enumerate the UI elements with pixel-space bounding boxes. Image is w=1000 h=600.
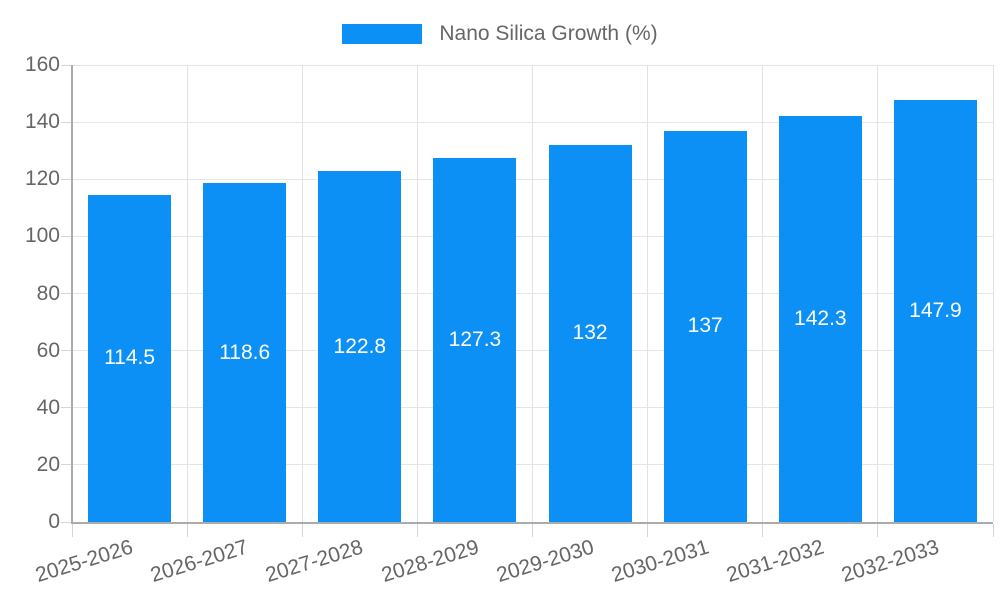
bar-value-label: 127.3: [448, 328, 502, 352]
y-tick-mark: [61, 464, 72, 466]
x-axis-line: [72, 522, 993, 524]
y-axis-tick-label: 20: [36, 452, 60, 476]
x-gridline: [992, 65, 994, 522]
bar[interactable]: [88, 194, 172, 522]
x-axis-tick-label: 2029-2030: [493, 535, 597, 587]
x-axis-tick-label: 2030-2031: [608, 535, 712, 587]
bar[interactable]: [893, 99, 977, 522]
x-tick-mark: [301, 524, 303, 537]
x-gridline: [416, 65, 418, 522]
bar-value-label: 114.5: [104, 346, 156, 370]
bar-value-label: 118.6: [219, 340, 271, 364]
y-tick-mark: [61, 407, 72, 409]
legend-label: Nano Silica Growth (%): [439, 22, 658, 45]
bar-value-label: 122.8: [333, 334, 387, 358]
y-tick-mark: [61, 293, 72, 294]
bar[interactable]: [548, 144, 632, 522]
x-tick-mark: [762, 524, 764, 537]
x-tick-mark: [186, 524, 188, 537]
bar[interactable]: [778, 115, 862, 522]
x-gridline: [877, 65, 879, 522]
bar-value-label: 132: [572, 321, 608, 345]
y-tick-mark: [61, 121, 72, 123]
x-axis-tick-label: 2031-2032: [723, 535, 827, 587]
bar-value-label: 147.9: [909, 298, 962, 322]
x-tick-mark: [877, 524, 879, 537]
y-axis-tick-label: 100: [24, 224, 60, 248]
y-axis-line: [71, 65, 73, 524]
x-gridline: [762, 65, 764, 522]
y-tick-mark: [61, 350, 72, 352]
x-axis-tick-label: 2027-2028: [263, 535, 367, 587]
y-axis-tick-label: 80: [36, 281, 60, 305]
y-tick-mark: [61, 64, 72, 66]
bar[interactable]: [203, 183, 287, 522]
x-axis-tick-label: 2028-2029: [378, 535, 482, 587]
y-axis-tick-label: 140: [24, 110, 60, 134]
bar[interactable]: [433, 158, 517, 522]
x-gridline: [301, 65, 303, 522]
bar-value-label: 142.3: [794, 306, 847, 330]
x-axis-tick-label: 2032-2033: [838, 535, 942, 587]
y-axis-tick-label: 40: [36, 395, 60, 419]
legend-swatch-icon: [342, 24, 423, 44]
x-axis-tick-label: 2025-2026: [33, 535, 136, 587]
bar[interactable]: [318, 171, 402, 522]
bar-value-label: 137: [687, 314, 723, 338]
y-tick-mark: [61, 178, 72, 180]
y-axis-tick-label: 0: [48, 510, 60, 533]
x-gridline: [532, 65, 533, 522]
x-gridline: [186, 65, 188, 522]
x-tick-mark: [416, 524, 418, 537]
x-tick-mark: [532, 524, 533, 537]
legend[interactable]: Nano Silica Growth (%): [0, 22, 1000, 46]
x-tick-mark: [992, 524, 994, 537]
y-axis-tick-label: 160: [24, 53, 60, 76]
y-axis-tick-label: 60: [36, 338, 60, 362]
x-tick-mark: [647, 524, 649, 537]
x-tick-mark: [71, 524, 73, 537]
x-axis-tick-label: 2026-2027: [148, 535, 251, 587]
y-axis-tick-label: 120: [24, 167, 60, 191]
x-gridline: [647, 65, 649, 522]
y-tick-mark: [61, 521, 72, 523]
y-tick-mark: [61, 235, 72, 237]
bar[interactable]: [663, 130, 747, 522]
